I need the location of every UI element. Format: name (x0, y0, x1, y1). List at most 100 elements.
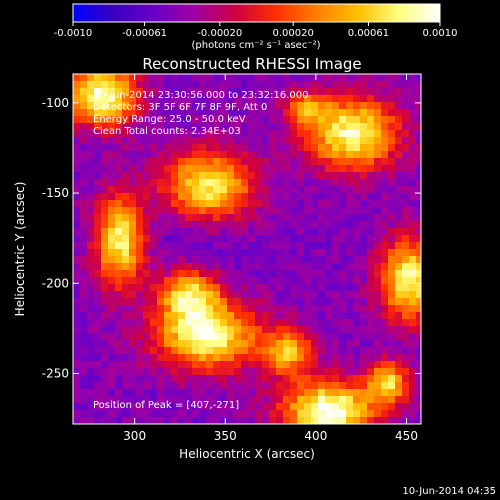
heatmap-cell (80, 130, 88, 138)
heatmap-cell (388, 284, 396, 292)
heatmap-cell (129, 116, 137, 124)
heatmap-cell (94, 396, 102, 404)
heatmap-cell (122, 375, 130, 383)
heatmap-cell (122, 347, 130, 355)
heatmap-cell (346, 151, 354, 159)
heatmap-cell (220, 137, 228, 145)
heatmap-cell (360, 298, 368, 306)
heatmap-cell (381, 340, 389, 348)
heatmap-cell (101, 179, 109, 187)
heatmap-cell (297, 88, 305, 96)
heatmap-cell (311, 375, 319, 383)
heatmap-cell (346, 165, 354, 173)
heatmap-cell (276, 333, 284, 341)
heatmap-cell (136, 151, 144, 159)
heatmap-cell (283, 291, 291, 299)
heatmap-cell (304, 74, 312, 82)
heatmap-cell (171, 291, 179, 299)
heatmap-cell (276, 354, 284, 362)
heatmap-cell (395, 333, 403, 341)
heatmap-cell (325, 368, 333, 376)
heatmap-cell (325, 284, 333, 292)
heatmap-cell (248, 116, 256, 124)
heatmap-cell (402, 228, 410, 236)
heatmap-cell (353, 165, 361, 173)
heatmap-cell (115, 263, 123, 271)
heatmap-cell (87, 291, 95, 299)
heatmap-cell (374, 179, 382, 187)
heatmap-cell (129, 249, 137, 257)
heatmap-cell (409, 81, 417, 89)
heatmap-cell (353, 375, 361, 383)
heatmap-cell (395, 326, 403, 334)
heatmap-cell (178, 165, 186, 173)
heatmap-cell (311, 130, 319, 138)
heatmap-cell (157, 354, 165, 362)
heatmap-cell (178, 144, 186, 152)
heatmap-cell (311, 221, 319, 229)
heatmap-cell (374, 109, 382, 117)
heatmap-cell (388, 130, 396, 138)
heatmap-cell (360, 123, 368, 131)
heatmap-cell (143, 263, 151, 271)
heatmap-cell (353, 249, 361, 257)
heatmap-cell (213, 347, 221, 355)
heatmap-cell (108, 214, 116, 222)
heatmap-cell (416, 410, 421, 418)
heatmap-cell (290, 74, 298, 82)
heatmap-cell (255, 291, 263, 299)
heatmap-cell (213, 270, 221, 278)
heatmap-cell (73, 417, 81, 424)
heatmap-cell (199, 165, 207, 173)
heatmap-cell (73, 389, 81, 397)
heatmap-cell (94, 305, 102, 313)
heatmap-cell (416, 102, 421, 110)
heatmap-cell (360, 109, 368, 117)
heatmap-cell (73, 207, 81, 215)
heatmap-cell (143, 242, 151, 250)
heatmap-cell (150, 74, 158, 82)
heatmap-cell (402, 165, 410, 173)
heatmap-cell (94, 382, 102, 390)
heatmap-cell (150, 326, 158, 334)
heatmap-cell (374, 396, 382, 404)
heatmap-cell (80, 410, 88, 418)
heatmap-cell (164, 172, 172, 180)
heatmap-cell (409, 396, 417, 404)
heatmap-cell (297, 347, 305, 355)
heatmap-cell (388, 410, 396, 418)
heatmap-cell (94, 347, 102, 355)
heatmap-cell (360, 312, 368, 320)
heatmap-cell (416, 375, 421, 383)
heatmap-cell (304, 340, 312, 348)
heatmap-cell (374, 123, 382, 131)
heatmap-cell (290, 172, 298, 180)
heatmap-cell (234, 270, 242, 278)
heatmap-cell (213, 214, 221, 222)
heatmap-cell (213, 200, 221, 208)
heatmap-cell (164, 102, 172, 110)
heatmap-cell (304, 298, 312, 306)
heatmap-cell (339, 333, 347, 341)
heatmap-cell (171, 375, 179, 383)
heatmap-cell (262, 88, 270, 96)
heatmap-cell (241, 74, 249, 82)
heatmap-cell (269, 81, 277, 89)
heatmap-cell (129, 291, 137, 299)
heatmap-cell (136, 158, 144, 166)
heatmap-cell (192, 74, 200, 82)
heatmap-cell (283, 375, 291, 383)
heatmap-cell (269, 123, 277, 131)
heatmap-cell (80, 137, 88, 145)
heatmap-cell (213, 95, 221, 103)
heatmap-cell (318, 382, 326, 390)
heatmap-cell (262, 123, 270, 131)
heatmap-cell (115, 242, 123, 250)
heatmap-cell (143, 340, 151, 348)
heatmap-cell (269, 417, 277, 424)
heatmap-cell (87, 312, 95, 320)
heatmap-cell (220, 417, 228, 424)
heatmap-cell (276, 312, 284, 320)
heatmap-cell (234, 95, 242, 103)
heatmap-cell (311, 102, 319, 110)
